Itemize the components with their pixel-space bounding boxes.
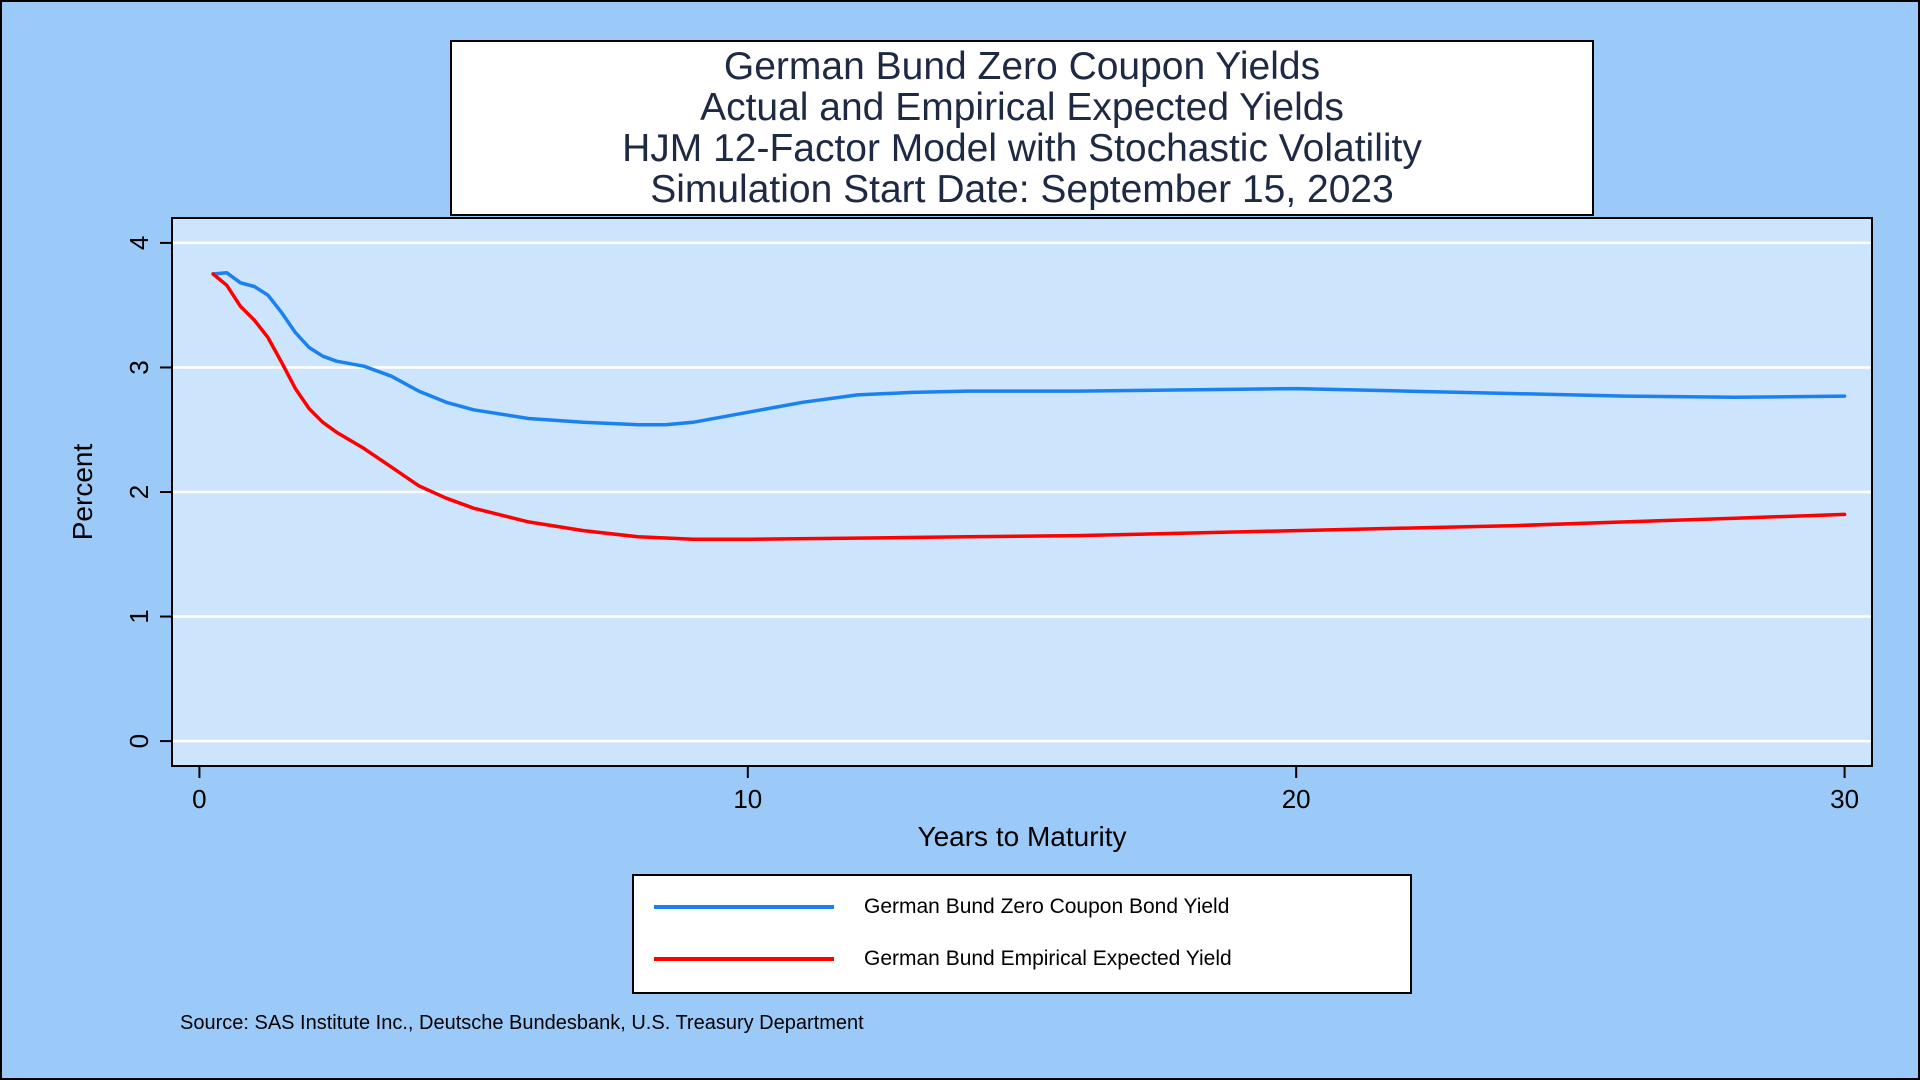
chart-title-line-4: Simulation Start Date: September 15, 202… — [650, 168, 1394, 211]
x-axis-label: Years to Maturity — [917, 821, 1126, 852]
x-tick-label: 20 — [1282, 784, 1311, 814]
y-tick-label: 4 — [124, 236, 154, 250]
chart-title-line-2: Actual and Empirical Expected Yields — [700, 86, 1344, 129]
y-tick-label: 0 — [124, 734, 154, 748]
legend-item-zero-coupon: German Bund Zero Coupon Bond Yield — [654, 892, 1229, 922]
legend: German Bund Zero Coupon Bond Yield Germa… — [632, 874, 1412, 994]
y-tick-label: 3 — [124, 360, 154, 374]
series-line-1 — [211, 271, 1847, 427]
axis-layer: 0 1 2 3 4 0 10 20 30 — [124, 236, 1859, 814]
legend-label-zero-coupon: German Bund Zero Coupon Bond Yield — [864, 895, 1230, 918]
chart-title-line-1: German Bund Zero Coupon Yields — [723, 45, 1321, 88]
x-tick-label: 30 — [1830, 784, 1859, 814]
chart-title-box: German Bund Zero Coupon Yields Actual an… — [450, 40, 1594, 216]
legend-swatch-blue — [654, 905, 834, 909]
y-tick-label: 1 — [124, 609, 154, 623]
source-note: Source: SAS Institute Inc., Deutsche Bun… — [180, 1012, 864, 1034]
legend-swatch-red — [654, 957, 834, 961]
grid-layer — [173, 241, 1871, 743]
legend-item-expected: German Bund Empirical Expected Yield — [654, 944, 1232, 974]
x-tick-label: 0 — [192, 784, 206, 814]
series-layer — [211, 271, 1847, 542]
y-axis-label: Percent — [67, 444, 98, 541]
x-tick-label: 10 — [733, 784, 762, 814]
y-tick-label: 2 — [124, 485, 154, 499]
series-line-2 — [211, 272, 1847, 542]
chart-title-line-3: HJM 12-Factor Model with Stochastic Vola… — [622, 127, 1422, 170]
legend-label-expected: German Bund Empirical Expected Yield — [864, 947, 1232, 970]
